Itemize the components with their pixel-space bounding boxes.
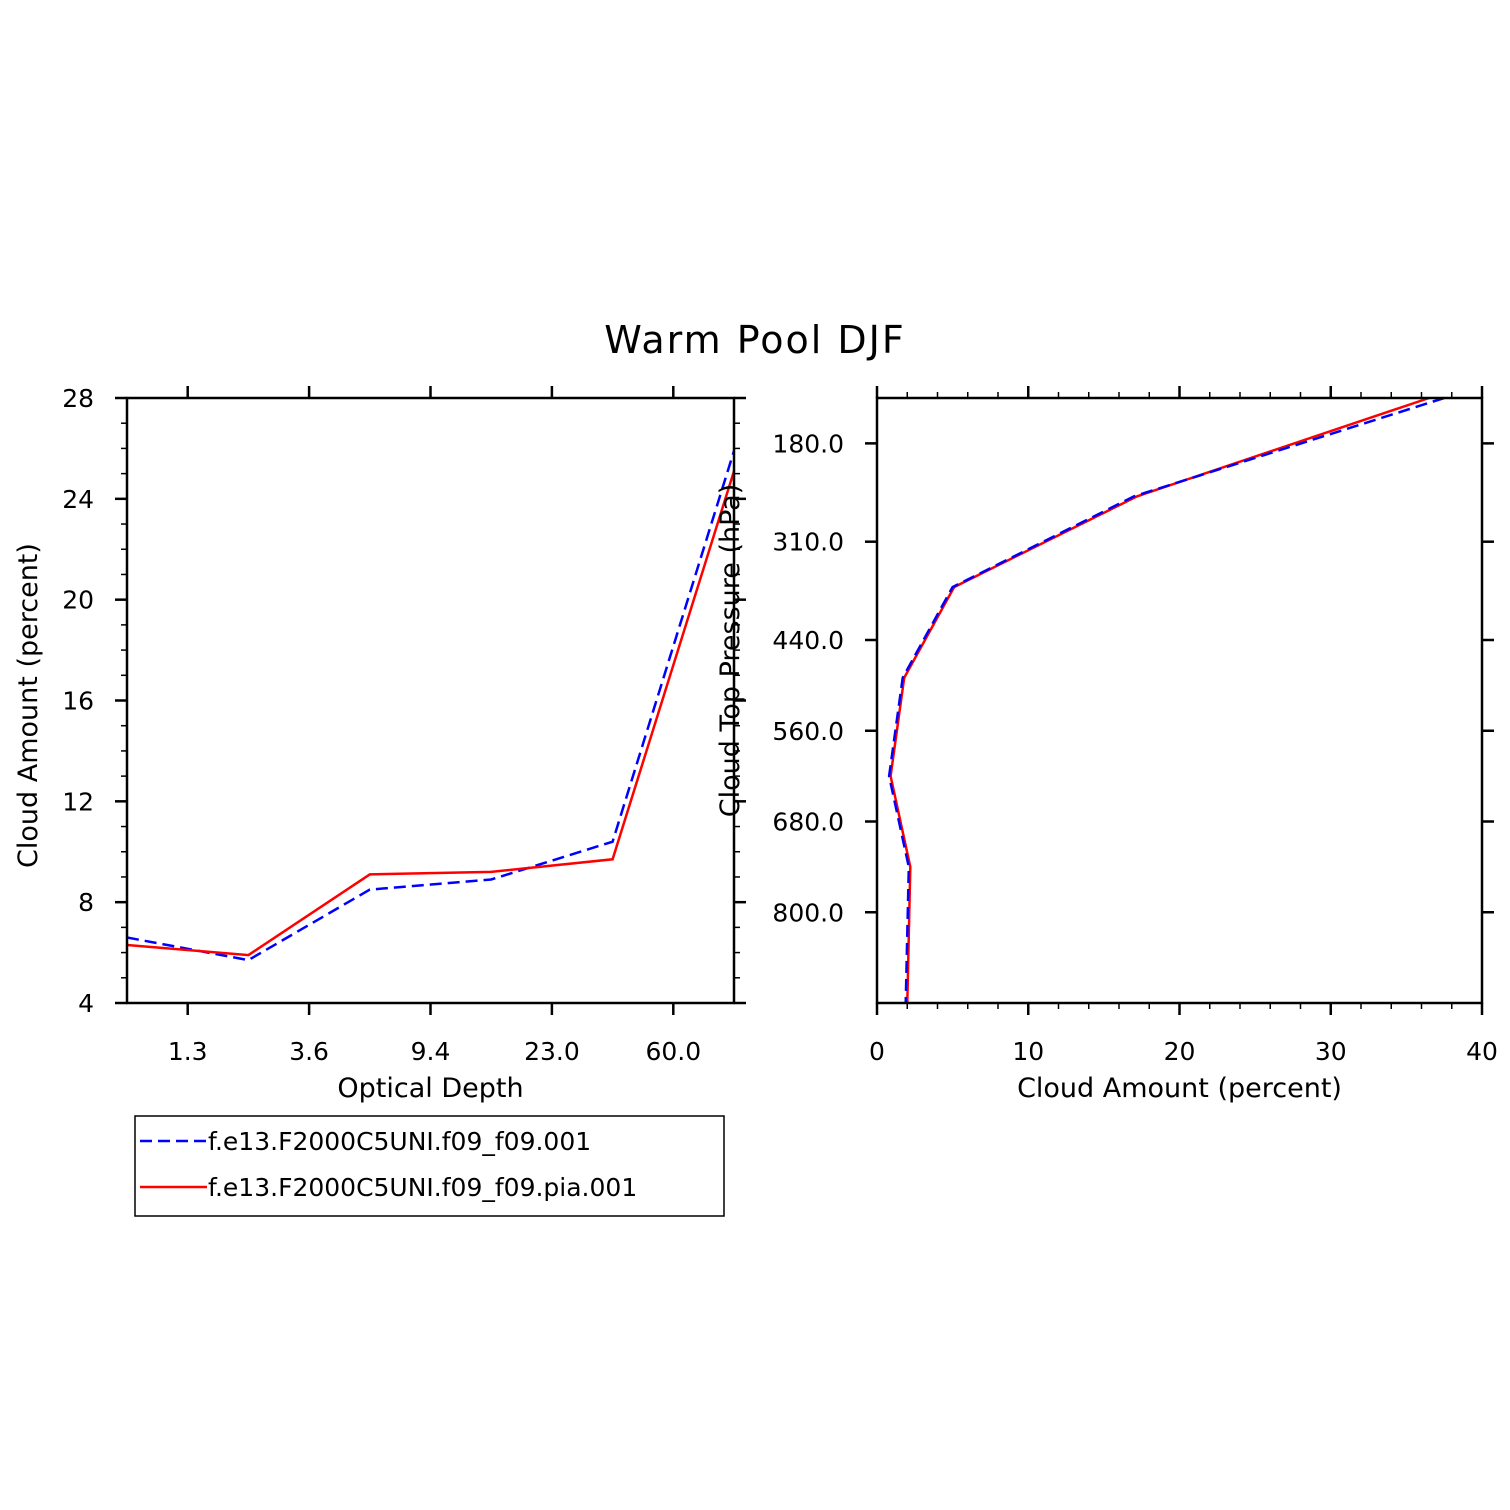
optical-depth-plot: 4 8 12 16 20 24 28 1.3 3.6 9.4 23.0 60.0 Optical Dep… xyxy=(13,384,746,1104)
legend: f.e13.F2000C5UNI.f09_f09.001 f.e13.F2000… xyxy=(134,1115,725,1217)
x-tick-label: 40 xyxy=(1466,1037,1498,1066)
pressure-profile-plot: 0 10 20 30 40 180.0 310.0 440.0 560.0 680.0 800.0 C… xyxy=(715,386,1498,1104)
figure-title: Warm Pool DJF xyxy=(604,318,906,362)
y-tick-label: 440.0 xyxy=(772,626,844,655)
y-tick-label: 24 xyxy=(62,485,94,514)
y-axis-title: Cloud Amount (percent) xyxy=(13,543,44,868)
y-tick-label: 800.0 xyxy=(772,898,844,927)
legend-label-series-a: f.e13.F2000C5UNI.f09_f09.001 xyxy=(208,1127,591,1156)
x-tick-label: 60.0 xyxy=(645,1037,701,1066)
series-line-b xyxy=(889,396,1430,1004)
y-tick-label: 16 xyxy=(62,687,94,716)
x-tick-label: 10 xyxy=(1012,1037,1044,1066)
x-tick-label: 23.0 xyxy=(524,1037,580,1066)
x-tick-label: 30 xyxy=(1315,1037,1347,1066)
x-tick-label: 3.6 xyxy=(289,1037,329,1066)
y-tick-label: 28 xyxy=(62,384,94,413)
series-line-a xyxy=(887,396,1445,1004)
series-line-b xyxy=(126,470,736,957)
plot-frame xyxy=(125,396,736,1005)
series-line-a xyxy=(126,450,736,962)
y-tick-label: 12 xyxy=(62,787,94,816)
y-axis-title: Cloud Top Pressure (hPa) xyxy=(715,484,746,818)
x-tick-label: 1.3 xyxy=(168,1037,208,1066)
x-axis-title: Optical Depth xyxy=(337,1073,523,1104)
x-axis-title: Cloud Amount (percent) xyxy=(1017,1073,1342,1104)
y-tick-label: 4 xyxy=(78,989,94,1018)
legend-box xyxy=(134,1115,725,1217)
x-tick-label: 20 xyxy=(1164,1037,1196,1066)
legend-label-series-b: f.e13.F2000C5UNI.f09_f09.pia.001 xyxy=(208,1173,637,1202)
y-tick-label: 20 xyxy=(62,586,94,615)
y-tick-label: 310.0 xyxy=(772,528,844,557)
y-tick-label: 680.0 xyxy=(772,808,844,837)
y-tick-label: 8 xyxy=(78,888,94,917)
y-tick-label: 180.0 xyxy=(772,429,844,458)
x-tick-label: 9.4 xyxy=(411,1037,451,1066)
x-tick-label: 0 xyxy=(869,1037,885,1066)
y-tick-label: 560.0 xyxy=(772,717,844,746)
plot-frame xyxy=(875,396,1484,1005)
